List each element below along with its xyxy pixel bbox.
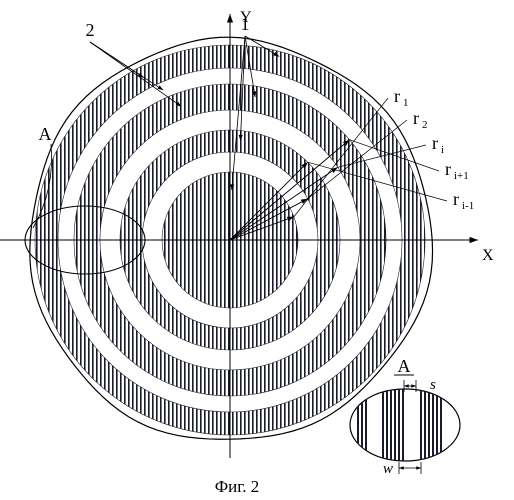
svg-text:X: X: [482, 247, 494, 264]
svg-text:w: w: [383, 461, 393, 477]
svg-text:1: 1: [403, 97, 409, 109]
svg-text:r: r: [445, 159, 451, 179]
svg-text:r: r: [432, 133, 438, 153]
svg-text:s: s: [430, 377, 436, 393]
svg-text:r: r: [413, 108, 419, 128]
svg-text:2: 2: [86, 20, 95, 40]
svg-text:i+1: i+1: [454, 170, 469, 182]
svg-text:r: r: [453, 189, 459, 209]
figure-caption: Фиг. 2: [215, 477, 260, 496]
figure-diagram: XYr1r2riri+1ri-121AAswФиг. 2: [0, 0, 514, 500]
svg-text:A: A: [39, 124, 52, 144]
svg-text:A: A: [398, 356, 411, 376]
svg-text:i: i: [441, 144, 444, 156]
svg-text:1: 1: [241, 14, 250, 34]
svg-text:r: r: [394, 86, 400, 106]
svg-text:i-1: i-1: [462, 200, 474, 212]
svg-text:2: 2: [422, 119, 428, 131]
